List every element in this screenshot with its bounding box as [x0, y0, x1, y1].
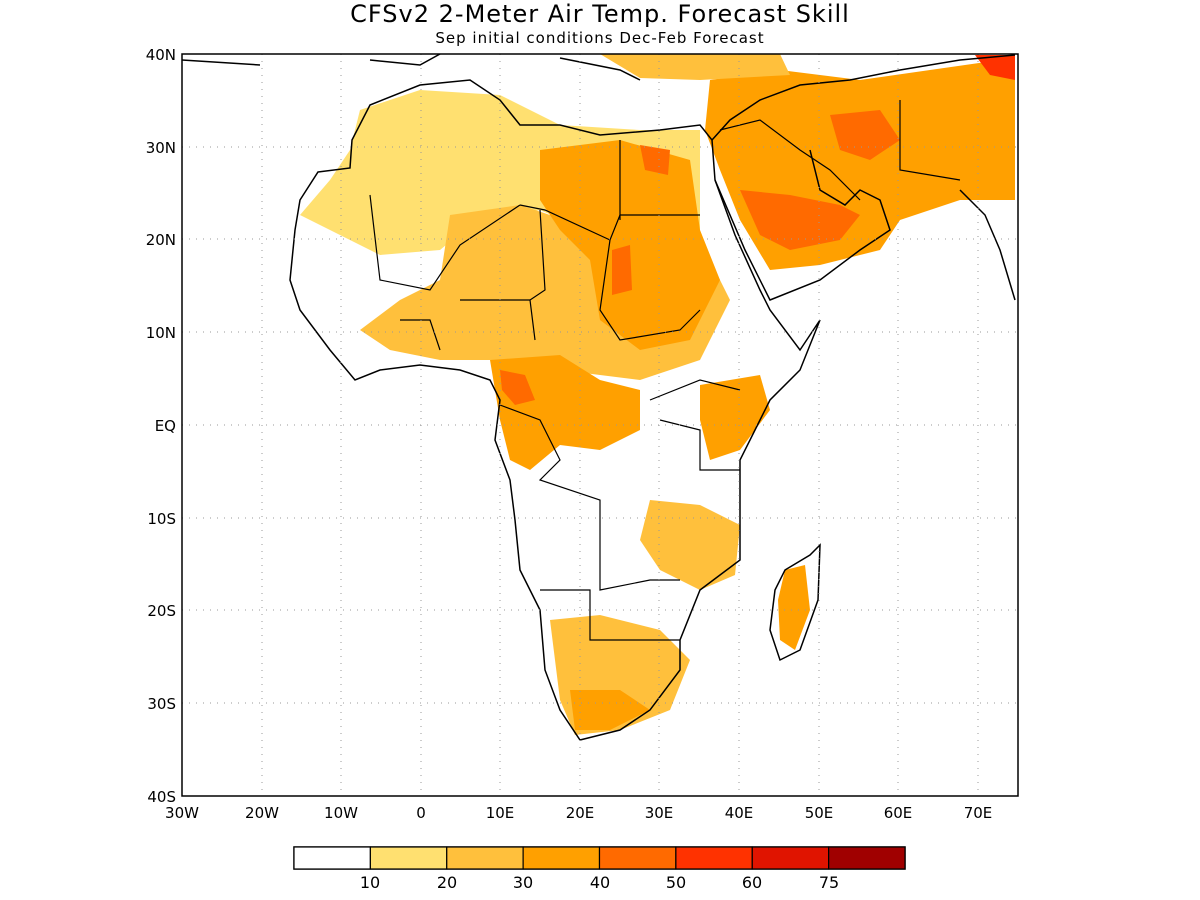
x-tick-label: 50E	[805, 804, 834, 822]
colorbar-label: 30	[513, 873, 533, 892]
colorbar-cell	[446, 846, 524, 870]
y-tick-label: 10N	[146, 324, 176, 342]
y-tick-label: 40S	[147, 788, 176, 806]
y-tick-label: EQ	[155, 417, 176, 435]
shade-mozambique	[640, 500, 740, 590]
y-tick-label: 40N	[146, 46, 176, 64]
shade-egypt-dark	[640, 145, 670, 175]
shade-gabon-dark	[500, 370, 535, 405]
y-tick-label: 30S	[147, 695, 176, 713]
map-subtitle: Sep initial conditions Dec-Feb Forecast	[435, 29, 765, 47]
colorbar-label: 50	[666, 873, 686, 892]
colorbar-label: 40	[590, 873, 610, 892]
colorbar-label: 60	[742, 873, 762, 892]
europe-coastline	[182, 54, 641, 81]
country-borders	[369, 100, 961, 641]
shade-east-africa	[700, 375, 770, 460]
colorbar-label: 75	[819, 873, 839, 892]
madagascar-coastline	[769, 543, 821, 662]
shade-northeast-red	[975, 55, 1015, 80]
map-frame	[181, 53, 1019, 797]
x-axis-labels: 30W 20W 10W 0 10E 20E 30E 40E 50E 60E 70…	[165, 804, 992, 822]
colorbar-cells	[293, 846, 906, 870]
x-tick-label: 30E	[645, 804, 674, 822]
map-title: CFSv2 2-Meter Air Temp. Forecast Skill	[350, 0, 850, 28]
colorbar-cell	[369, 846, 448, 870]
colorbar-cell	[675, 846, 753, 870]
colorbar-cell	[751, 846, 830, 870]
skill-shading	[300, 54, 1015, 735]
y-tick-label: 10S	[147, 510, 176, 528]
colorbar: 10 20 30 40 50 60 75	[293, 846, 906, 892]
shade-sudan-dark	[612, 245, 632, 295]
colorbar-label: 20	[437, 873, 457, 892]
x-tick-label: 20E	[566, 804, 595, 822]
x-tick-label: 60E	[884, 804, 913, 822]
x-tick-label: 70E	[964, 804, 993, 822]
x-tick-label: 30W	[165, 804, 199, 822]
arabia-coastline	[711, 54, 1016, 301]
shade-arabia	[705, 60, 1015, 270]
colorbar-cell	[598, 846, 677, 870]
coastlines	[182, 54, 1016, 741]
africa-coastline	[289, 79, 821, 741]
x-tick-label: 40E	[725, 804, 754, 822]
x-tick-label: 10W	[324, 804, 358, 822]
shade-madagascar	[778, 565, 810, 650]
shade-med-north	[600, 54, 790, 80]
x-tick-label: 20W	[245, 804, 279, 822]
y-tick-label: 20N	[146, 231, 176, 249]
colorbar-cell	[522, 846, 601, 870]
y-axis-labels: 40N 30N 20N 10N EQ 10S 20S 30S 40S	[146, 46, 176, 806]
colorbar-cell	[828, 846, 906, 870]
colorbar-label: 10	[360, 873, 380, 892]
india-coastline	[959, 189, 1016, 301]
shade-arabia-dark	[740, 190, 860, 250]
graticule	[182, 54, 1018, 796]
y-tick-label: 30N	[146, 139, 176, 157]
y-tick-label: 20S	[147, 602, 176, 620]
colorbar-cell	[293, 846, 371, 870]
x-tick-label: 10E	[486, 804, 515, 822]
x-tick-label: 0	[416, 804, 426, 822]
shade-south-dark	[570, 690, 650, 730]
